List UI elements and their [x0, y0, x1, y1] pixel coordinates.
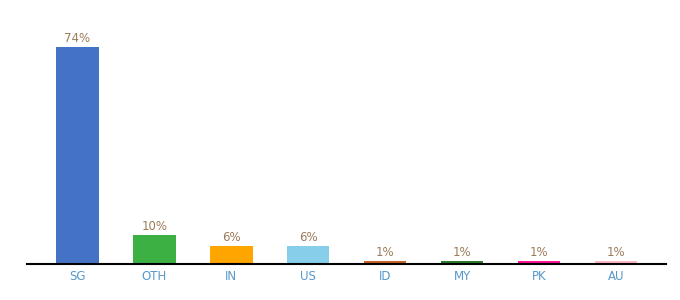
Bar: [210, 246, 252, 264]
Bar: [364, 261, 407, 264]
Bar: [595, 261, 637, 264]
Text: 10%: 10%: [141, 220, 167, 233]
Text: 1%: 1%: [376, 246, 394, 259]
Bar: [441, 261, 483, 264]
Bar: [133, 235, 175, 264]
Text: 1%: 1%: [607, 246, 626, 259]
Bar: [56, 47, 99, 264]
Text: 6%: 6%: [299, 231, 318, 244]
Text: 1%: 1%: [453, 246, 471, 259]
Text: 1%: 1%: [530, 246, 549, 259]
Bar: [518, 261, 560, 264]
Text: 74%: 74%: [65, 32, 90, 45]
Bar: [287, 246, 330, 264]
Text: 6%: 6%: [222, 231, 241, 244]
